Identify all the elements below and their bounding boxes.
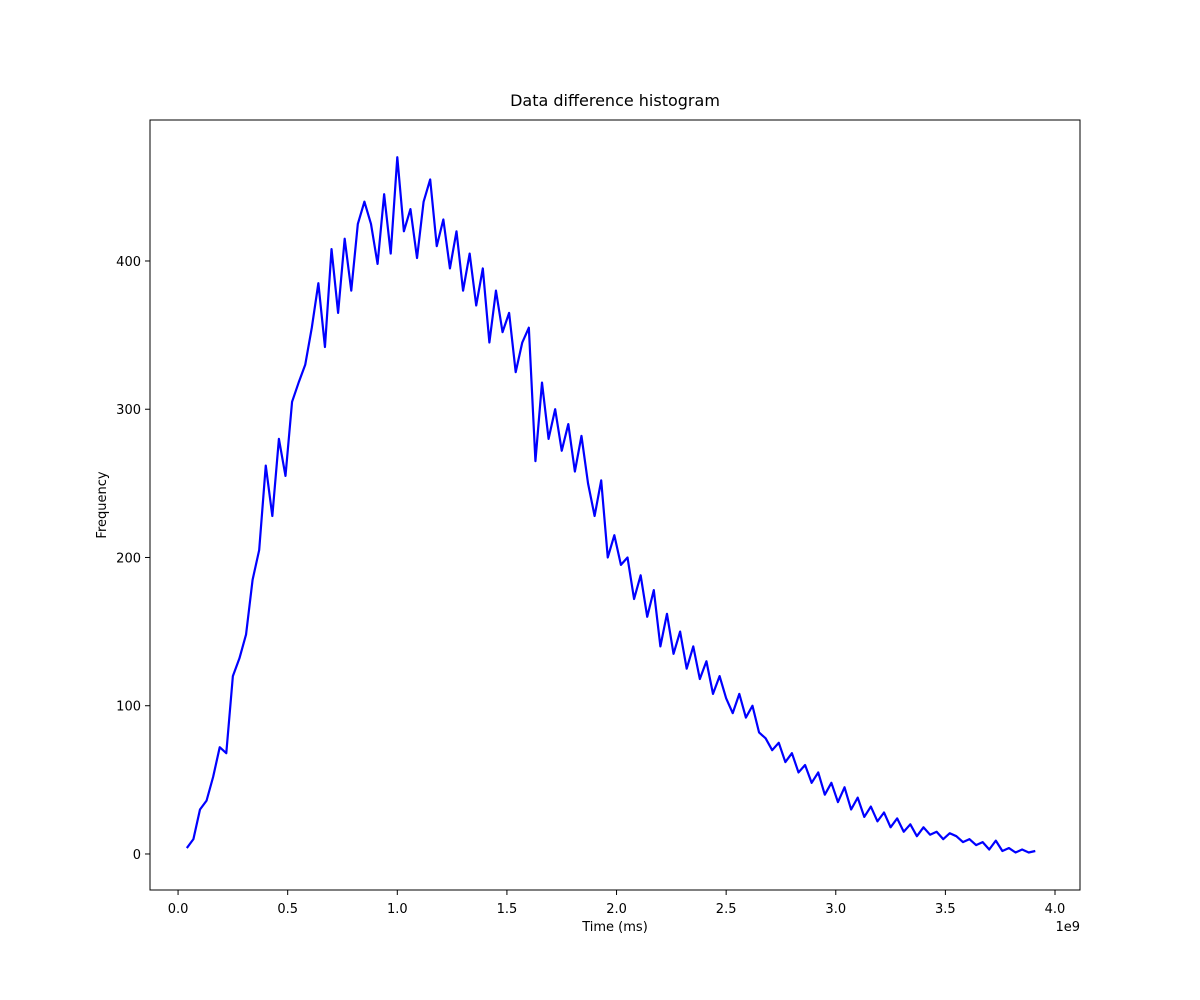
x-tick-label: 2.5 bbox=[716, 902, 737, 917]
x-tick-label: 3.5 bbox=[935, 902, 956, 917]
y-tick-label: 100 bbox=[116, 700, 141, 715]
y-tick-label: 400 bbox=[116, 255, 141, 270]
y-tick-label: 300 bbox=[116, 403, 141, 418]
y-tick-label: 200 bbox=[116, 551, 141, 566]
x-offset-label: 1e9 bbox=[1055, 920, 1080, 935]
chart-title: Data difference histogram bbox=[510, 91, 720, 110]
x-tick-label: 4.0 bbox=[1045, 902, 1066, 917]
x-axis-label: Time (ms) bbox=[581, 920, 648, 935]
plot-frame bbox=[149, 119, 1081, 891]
x-tick-label: 1.5 bbox=[497, 902, 518, 917]
y-tick-label: 0 bbox=[133, 848, 141, 863]
x-tick-label: 0.0 bbox=[168, 902, 189, 917]
x-tick-label: 3.0 bbox=[825, 902, 846, 917]
x-tick-label: 1.0 bbox=[387, 902, 408, 917]
y-axis-label: Frequency bbox=[95, 471, 110, 538]
x-tick-label: 2.0 bbox=[606, 902, 627, 917]
x-tick-label: 0.5 bbox=[277, 902, 298, 917]
data-line bbox=[185, 156, 1036, 854]
